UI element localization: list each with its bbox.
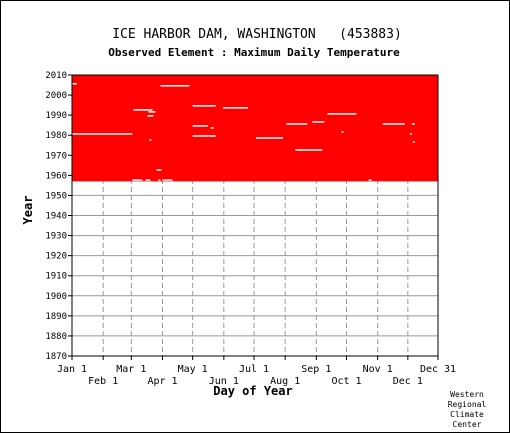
missing-segment [412,141,415,143]
y-tick-label: 1900 [45,292,67,302]
x-axis-label: Day of Year [213,384,292,398]
observed-record-block [72,75,438,182]
y-tick-label: 1940 [45,212,67,222]
x-tick-label: Oct 1 [331,376,361,387]
x-tick-label: Apr 1 [147,376,177,387]
axes: 1870 1880 1890 1900 1910 1920 1930 1940 1950 1960… [45,71,456,387]
missing-segment [148,111,156,113]
missing-segment [149,139,152,141]
missing-segment [160,85,190,87]
missing-segment [286,123,308,125]
missing-segment [72,83,78,85]
y-axis-label: Year [21,196,35,225]
missing-segment [409,133,412,135]
credit-line: Climate [450,410,484,419]
missing-segment [368,179,372,181]
missing-segment [210,127,214,129]
missing-segment [341,131,344,133]
missing-segment [192,125,208,127]
missing-segment [312,121,325,123]
x-tick-label: Dec 1 [393,376,423,387]
y-tick-label: 1910 [45,272,67,282]
credit-line: Western [450,390,484,399]
y-tick-label: 1960 [45,171,67,181]
x-tick-label: May 1 [178,364,208,375]
y-tick-label: 1880 [45,332,67,342]
credit-line: Center [452,420,482,429]
missing-segment [295,149,323,151]
missing-segment [222,107,248,109]
y-tick-label: 1930 [45,232,67,242]
x-tick-label: Jan 1 [57,364,87,375]
y-tick-label: 1980 [45,131,67,141]
credit-line: Regional [447,400,487,409]
chart-subtitle: Observed Element : Maximum Daily Tempera… [108,46,400,59]
chart-title: ICE HARBOR DAM, WASHINGTON (453883) [112,27,402,42]
x-tick-label: Jun 1 [209,376,239,387]
y-tick-label: 1870 [45,352,67,362]
missing-segment [382,123,405,125]
x-tick-label: Aug 1 [270,376,300,387]
y-tick-label: 1890 [45,312,67,322]
y-tick-label: 1970 [45,151,67,161]
missing-segment [158,179,161,181]
missing-segment [132,179,143,181]
x-tick-label: Jul 1 [239,364,269,375]
credit-block: Western Regional Climate Center [437,390,497,430]
data-layer [72,75,438,182]
y-tick-label: 2010 [45,71,67,81]
missing-segment [156,169,162,171]
missing-segment [256,137,284,139]
missing-segment [142,109,148,111]
y-tick-label: 1950 [45,191,67,201]
missing-segment [411,123,415,125]
x-tick-label: Nov 1 [363,364,393,375]
missing-segment [192,105,216,107]
x-tick-label: Dec 31 [420,364,456,375]
y-tick-label: 1920 [45,252,67,262]
x-tick-label: Mar 1 [116,364,146,375]
missing-segment [147,115,154,117]
missing-segment [162,179,173,181]
y-tick-label: 2000 [45,91,67,101]
x-tick-label: Feb 1 [88,376,118,387]
missing-segment [145,179,151,181]
x-tick-label: Sep 1 [301,364,331,375]
plot-border [71,74,439,357]
missing-segment [327,113,357,115]
y-tick-label: 1990 [45,111,67,121]
missing-segment [192,135,216,137]
missing-segment [72,133,133,135]
